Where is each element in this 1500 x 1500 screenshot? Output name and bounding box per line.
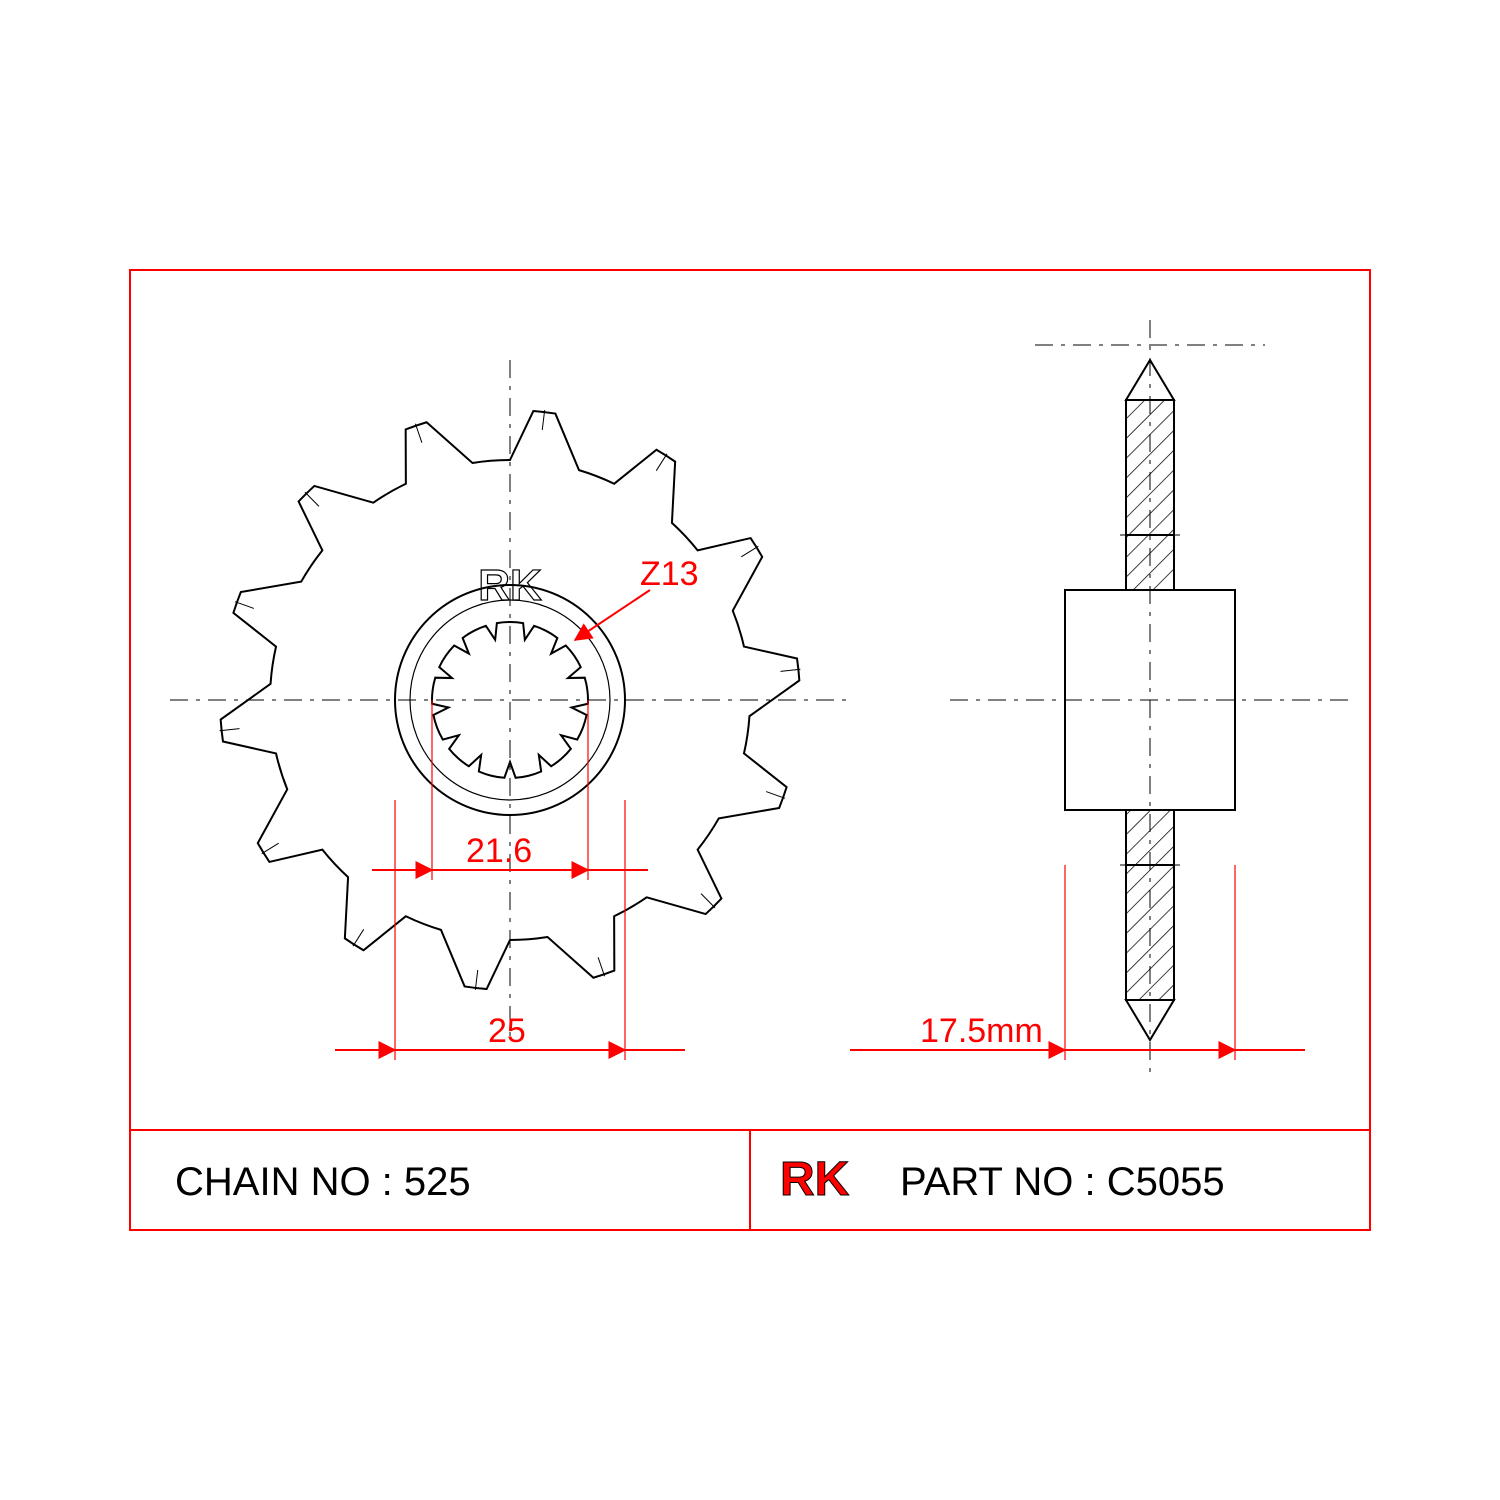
dim-17-label: 17.5mm bbox=[920, 1012, 1043, 1050]
part-no: PART NO : C5055 bbox=[900, 1160, 1225, 1204]
dim-21-6-label: 21.6 bbox=[466, 832, 532, 870]
rk-logo: RK bbox=[780, 1153, 850, 1206]
chain-no: CHAIN NO : 525 bbox=[175, 1160, 471, 1204]
sprocket-logo: RK bbox=[478, 561, 542, 610]
z13-label: Z13 bbox=[640, 555, 699, 593]
dim-25-label: 25 bbox=[488, 1012, 526, 1050]
